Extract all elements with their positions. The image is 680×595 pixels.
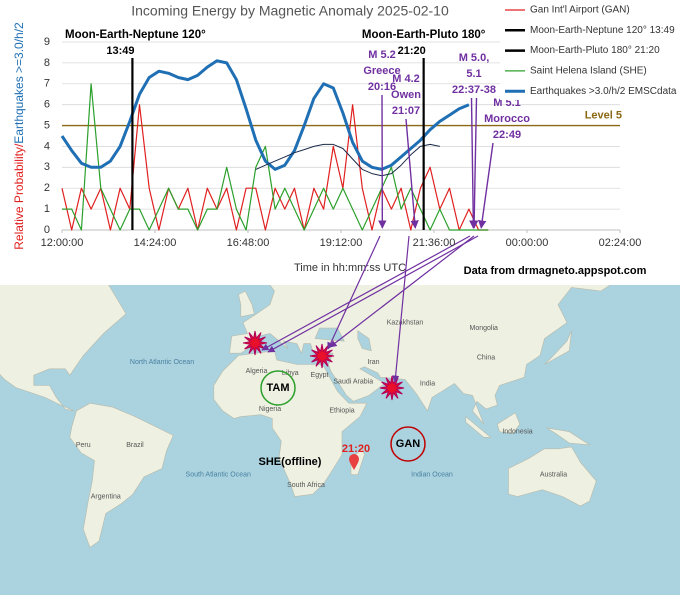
y-axis-label-part: Earthquakes >=3.0/h/2 [12, 22, 26, 144]
land [0, 285, 127, 412]
station-label: GAN [396, 438, 421, 450]
quake-label: Greece [363, 65, 400, 77]
quake-label: M 5.0, [459, 52, 490, 64]
quake-label: 20:16 [368, 81, 396, 93]
map-label: India [420, 380, 435, 387]
map-label: South Africa [287, 482, 325, 489]
map-pin [349, 454, 359, 470]
event-label: Moon-Earth-Neptune 120° [65, 29, 206, 41]
time-note: 21:20 [342, 443, 370, 455]
land [238, 290, 255, 318]
series-line [60, 59, 470, 171]
map-label: South Atlantic Ocean [186, 472, 251, 479]
map-label: Iran [367, 359, 379, 366]
map-arrow [261, 235, 471, 351]
x-tick-label: 14:24:00 [134, 237, 177, 249]
quake-label: M 4.2 [392, 73, 420, 85]
y-tick-label: 7 [44, 78, 50, 90]
legend-box [500, 0, 680, 100]
y-tick-label: 4 [44, 140, 50, 152]
quake-label: Owen [391, 89, 421, 101]
y-axis-label: Relative Probability/Earthquakes >=3.0/h… [12, 22, 26, 250]
y-tick-label: 0 [44, 224, 50, 236]
y-tick-label: 2 [44, 182, 50, 194]
y-tick-label: 3 [44, 161, 50, 173]
map-label: North Atlantic Ocean [130, 359, 194, 366]
y-tick-label: 1 [44, 203, 50, 215]
event-time: 13:49 [106, 45, 134, 57]
quake-arrow [478, 142, 494, 229]
quake-label: 22:37-38 [452, 84, 496, 96]
y-axis-label-part: Relative Probability/ [12, 143, 26, 250]
map-label: Libya [282, 370, 299, 377]
land [546, 427, 590, 446]
chart-title: Incoming Energy by Magnetic Anomaly 2025… [131, 3, 449, 19]
y-tick-label: 5 [44, 119, 50, 131]
land [213, 350, 368, 497]
map-label: China [477, 355, 495, 362]
quake-label: 21:07 [392, 105, 420, 117]
map-label: Mongolia [470, 325, 499, 332]
land [544, 330, 572, 365]
chart: Incoming Energy by Magnetic Anomaly 2025… [12, 3, 646, 277]
legend-label: Moon-Earth-Pluto 180° 21:20 [530, 45, 660, 56]
y-tick-label: 9 [44, 36, 50, 48]
x-tick-label: 02:24:00 [599, 237, 642, 249]
quake-label: M 5.2 [368, 49, 396, 61]
station-note: SHE(offline) [259, 456, 322, 468]
map-arrow [267, 235, 479, 353]
land [496, 412, 521, 434]
y-tick-label: 6 [44, 99, 50, 111]
map-label: Indonesia [502, 429, 532, 436]
y-tick-label: 8 [44, 57, 50, 69]
source-note: Data from drmagneto.appspot.com [464, 265, 647, 277]
land [508, 446, 597, 507]
map-label: Australia [540, 472, 567, 479]
quake-arrow [469, 97, 478, 229]
legend-label: Moon-Earth-Neptune 120° 13:49 [530, 25, 675, 36]
land [465, 415, 492, 438]
map-label: Argentina [91, 493, 121, 500]
land [229, 285, 611, 425]
reference-label: Level 5 [585, 109, 622, 121]
map-label: Peru [76, 442, 91, 449]
map: North Atlantic Ocean South Atlantic Ocean… [0, 285, 680, 595]
quake-label: 22:49 [493, 129, 521, 141]
map-arrow [329, 235, 475, 348]
quake-arrow [405, 118, 419, 229]
legend-label: Earthquakes >3.0/h/2 EMSCdata [530, 86, 677, 97]
map-label: Ethiopia [329, 408, 354, 415]
land [69, 402, 174, 548]
x-tick-label: 16:48:00 [227, 237, 270, 249]
map-label: Nigeria [259, 406, 281, 413]
map-label: Algeria [246, 368, 268, 375]
quake-arrow [469, 97, 479, 229]
quake-burst [242, 330, 268, 356]
map-label: Kazakhstan [387, 319, 424, 326]
legend-label: Gan Int'l Airport (GAN) [530, 5, 630, 16]
event-label: Moon-Earth-Pluto 180° [362, 29, 486, 41]
map-label: Indian Ocean [411, 472, 453, 479]
x-tick-label: 19:12:00 [320, 237, 363, 249]
x-tick-label: 00:00:00 [506, 237, 549, 249]
map-arrow [327, 235, 381, 350]
legend-label: Saint Helena Island (SHE) [530, 66, 647, 77]
map-arrow [392, 235, 410, 383]
x-axis-label: Time in hh:mm:ss UTC [294, 262, 406, 274]
quake-label: Morocco [484, 113, 530, 125]
map-label: Saudi Arabia [333, 378, 373, 385]
station-label: TAM [266, 382, 289, 394]
station-circle [260, 370, 296, 406]
station-circle [390, 426, 426, 462]
map-label: Brazil [126, 442, 144, 449]
quake-label: 5.1 [466, 68, 481, 80]
map-label: Egypt [311, 372, 329, 379]
inland-sea [357, 330, 372, 352]
x-tick-label: 12:00:00 [41, 237, 84, 249]
x-tick-label: 21:36:00 [413, 237, 456, 249]
event-time: 21:20 [398, 45, 426, 57]
